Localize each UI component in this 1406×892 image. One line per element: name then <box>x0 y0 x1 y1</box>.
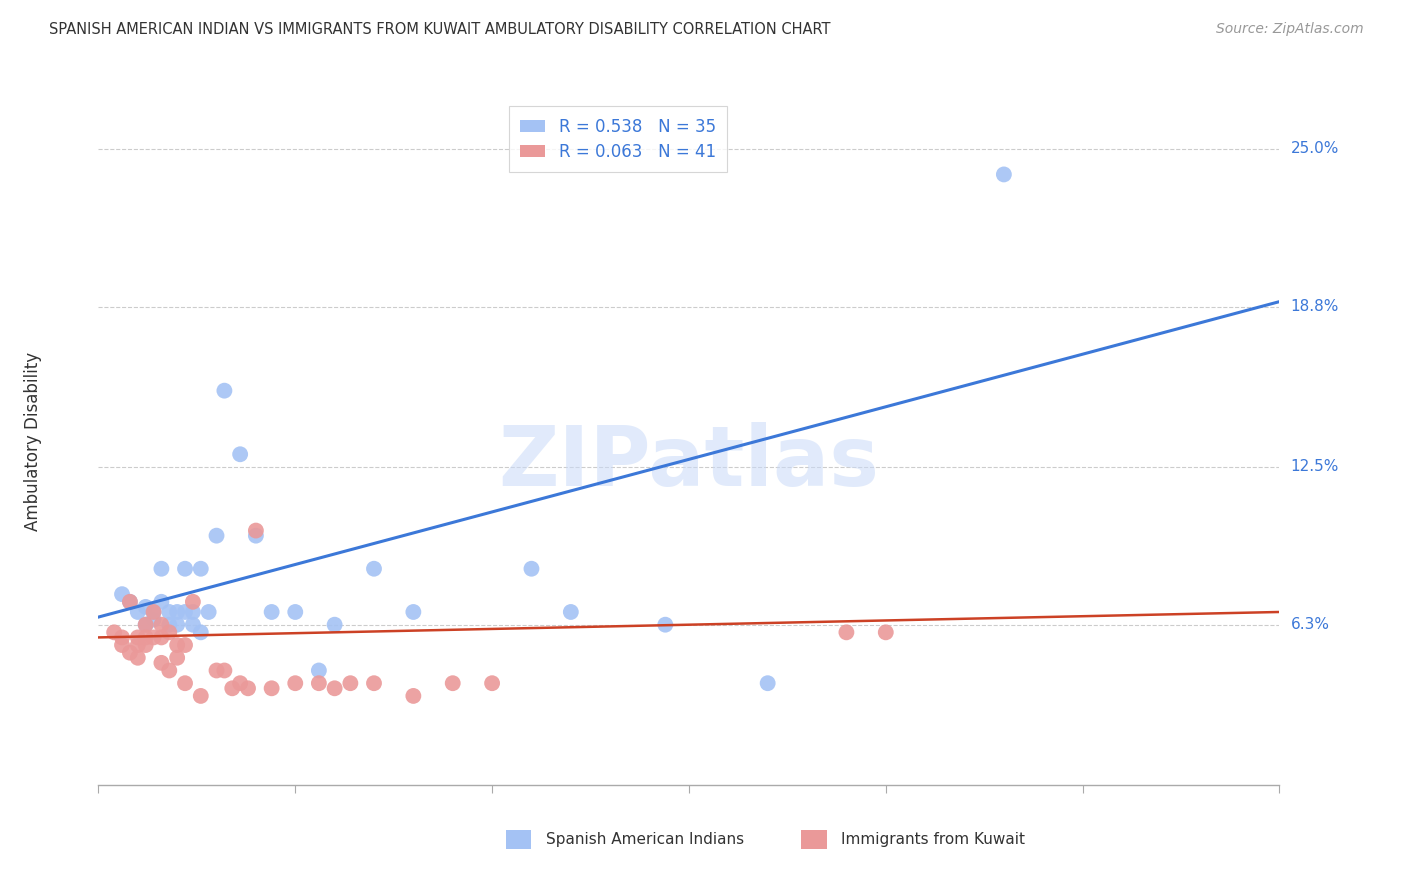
Point <box>174 562 197 576</box>
Point <box>363 562 385 576</box>
Point <box>111 587 134 601</box>
Point <box>111 631 134 645</box>
Point <box>835 625 858 640</box>
Point <box>157 664 180 678</box>
Point <box>166 605 188 619</box>
Text: 25.0%: 25.0% <box>1291 142 1339 156</box>
Point <box>229 447 252 461</box>
Legend: R = 0.538   N = 35, R = 0.063   N = 41: R = 0.538 N = 35, R = 0.063 N = 41 <box>509 106 727 172</box>
Point <box>166 650 188 665</box>
Point <box>245 529 267 543</box>
Point <box>150 595 173 609</box>
Point <box>142 631 165 645</box>
Point <box>157 617 180 632</box>
Point <box>135 617 157 632</box>
Text: 12.5%: 12.5% <box>1291 459 1339 475</box>
Point <box>308 664 330 678</box>
Point <box>127 631 149 645</box>
FancyBboxPatch shape <box>801 830 827 849</box>
Point <box>205 529 228 543</box>
Point <box>993 168 1015 182</box>
Point <box>190 562 212 576</box>
Text: ZIPatlas: ZIPatlas <box>499 422 879 503</box>
Point <box>481 676 503 690</box>
Point <box>190 625 212 640</box>
Text: Immigrants from Kuwait: Immigrants from Kuwait <box>841 832 1025 847</box>
FancyBboxPatch shape <box>506 830 531 849</box>
Point <box>157 605 180 619</box>
Point <box>150 631 173 645</box>
Point <box>181 605 204 619</box>
Point <box>150 562 173 576</box>
Point <box>135 617 157 632</box>
Point <box>118 595 141 609</box>
Point <box>190 689 212 703</box>
Point <box>135 631 157 645</box>
Point <box>181 595 204 609</box>
Point <box>654 617 676 632</box>
Point <box>150 656 173 670</box>
Point <box>103 625 125 640</box>
Point <box>205 664 228 678</box>
Point <box>441 676 464 690</box>
Text: 6.3%: 6.3% <box>1291 617 1330 632</box>
Point <box>229 676 252 690</box>
Point <box>142 605 165 619</box>
Point <box>756 676 779 690</box>
Point <box>323 681 346 696</box>
Text: Source: ZipAtlas.com: Source: ZipAtlas.com <box>1216 22 1364 37</box>
Point <box>520 562 543 576</box>
Point <box>174 638 197 652</box>
Point <box>339 676 361 690</box>
Point <box>875 625 897 640</box>
Point <box>260 605 283 619</box>
Point <box>118 646 141 660</box>
Point <box>166 617 188 632</box>
Point <box>245 524 267 538</box>
Point <box>135 599 157 614</box>
Point <box>402 689 425 703</box>
Point <box>157 625 180 640</box>
Text: 18.8%: 18.8% <box>1291 299 1339 314</box>
Point <box>150 617 173 632</box>
Point <box>135 638 157 652</box>
Point <box>284 605 307 619</box>
Point <box>174 676 197 690</box>
Point <box>560 605 582 619</box>
Point <box>197 605 219 619</box>
Point <box>142 605 165 619</box>
Point <box>181 617 204 632</box>
Point <box>284 676 307 690</box>
Text: Ambulatory Disability: Ambulatory Disability <box>24 352 42 531</box>
Point <box>214 384 236 398</box>
Point <box>260 681 283 696</box>
Point <box>323 617 346 632</box>
Point <box>214 664 236 678</box>
Point <box>174 605 197 619</box>
Point <box>236 681 259 696</box>
Point <box>221 681 243 696</box>
Point <box>166 638 188 652</box>
Point <box>402 605 425 619</box>
Point <box>127 650 149 665</box>
Point <box>127 605 149 619</box>
Text: SPANISH AMERICAN INDIAN VS IMMIGRANTS FROM KUWAIT AMBULATORY DISABILITY CORRELAT: SPANISH AMERICAN INDIAN VS IMMIGRANTS FR… <box>49 22 831 37</box>
Point <box>127 638 149 652</box>
Point <box>111 638 134 652</box>
Point <box>118 595 141 609</box>
Point <box>142 613 165 627</box>
Point <box>308 676 330 690</box>
Point <box>363 676 385 690</box>
Text: Spanish American Indians: Spanish American Indians <box>546 832 744 847</box>
